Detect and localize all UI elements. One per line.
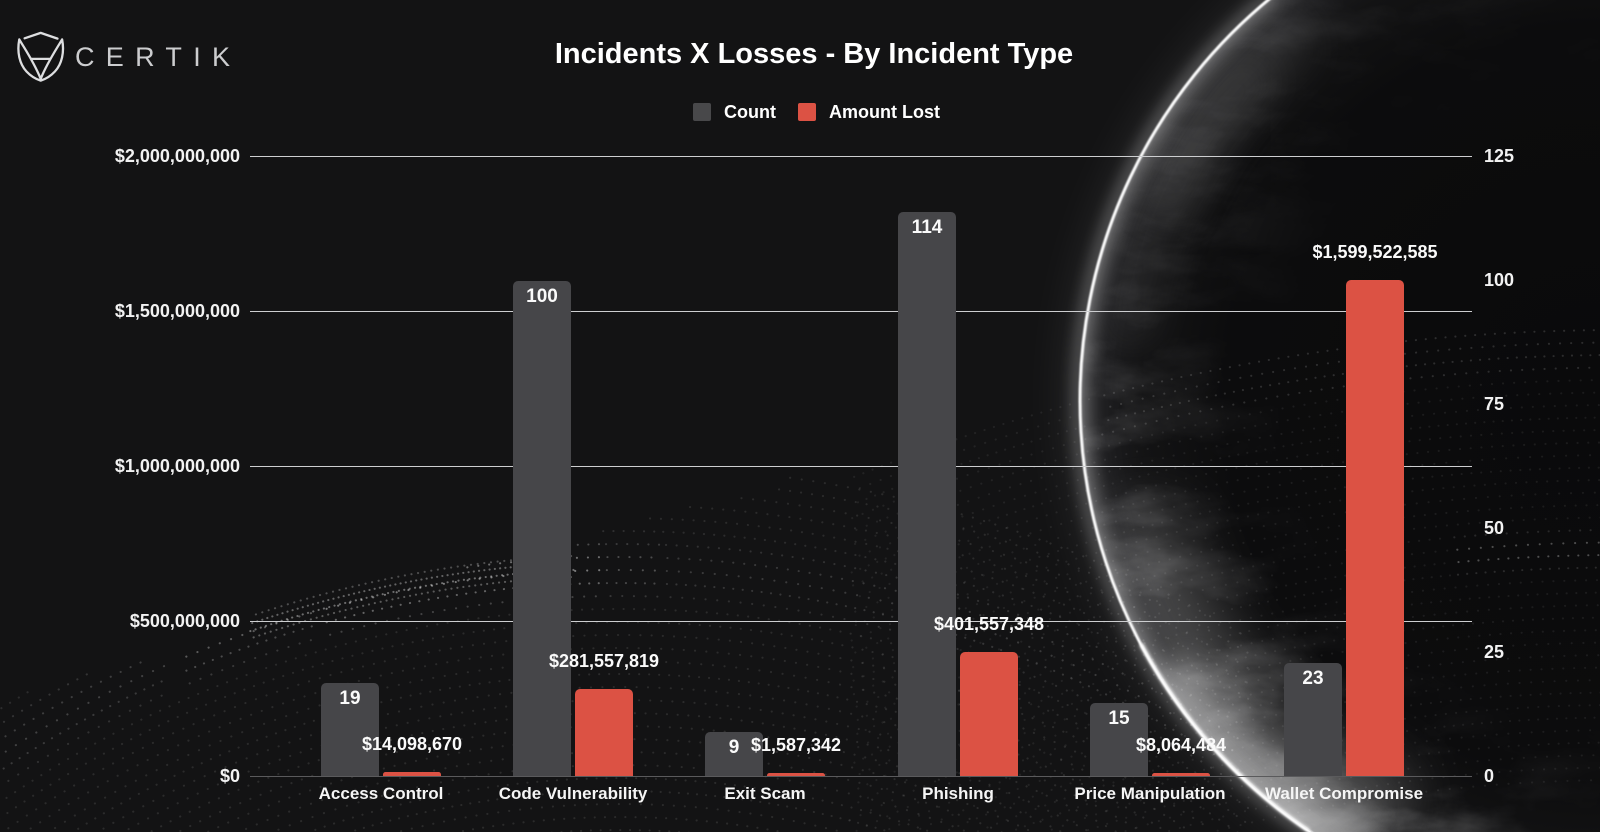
svg-text:CERTIK: CERTIK: [75, 42, 241, 72]
